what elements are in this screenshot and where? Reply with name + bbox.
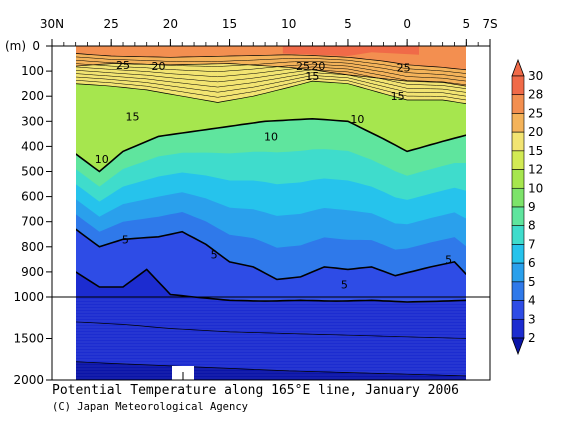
contour-minor [76,56,466,74]
x-tick-label: 5 [344,17,352,31]
contour-minor [76,72,466,93]
colorbar-bottom-arrow [511,337,525,356]
x-tick-label: 0 [403,17,411,31]
colorbar-label: 20 [528,125,543,139]
x-tick-label: 15 [222,17,237,31]
contour-label: 15 [305,70,319,83]
colorbar-segment [511,225,525,245]
y-tick-label: 400 [21,139,44,153]
contour-minor [76,66,466,86]
contour-minor [76,78,466,101]
contour-minor [76,59,466,78]
x-tick-label: 10 [281,17,296,31]
contour-label: 5 [445,253,452,266]
temperature-bands [76,46,466,380]
band-warmest [282,46,419,57]
colorbar-segment [511,262,525,283]
y-unit-label: (m) [5,39,26,53]
contour-25 [76,53,466,71]
contour-label: 20 [152,60,166,73]
contour-label: 5 [211,248,218,261]
colorbar-segment [511,281,525,301]
contour-label: 10 [95,153,109,166]
colorbar-label: 10 [528,181,543,195]
colorbar-segment [511,244,525,264]
contour-4 [76,268,466,303]
y-tick-label: 700 [21,215,44,229]
band-mid-4 [76,212,466,280]
contour-label: 5 [341,278,348,291]
contour-lines [76,53,466,377]
colorbar-label: 3 [528,312,536,326]
contour-minor [76,63,466,82]
y-tick-label: 500 [21,165,44,179]
x-tick-label: 5 [463,17,471,31]
colorbar-label: 9 [528,200,536,214]
colorbar-segment [511,131,525,152]
y-tick-label: 200 [21,89,44,103]
colorbar-label: 12 [528,163,543,177]
y-tick-label: 1500 [13,332,44,346]
colorbar-label: 4 [528,294,536,308]
contour-minor [76,69,466,89]
x-axis: 30N 25 20 15 10 5 0 5 7S [40,17,498,46]
contour-label: 25 [116,59,130,72]
x-tick-label: 25 [104,17,119,31]
y-tick-label: 100 [21,64,44,78]
colorbar-segment [511,169,525,189]
colorbar-label: 15 [528,144,543,158]
y-tick-label: 2000 [13,373,44,387]
y-tick-label: 900 [21,265,44,279]
colorbar-label: 28 [528,88,543,102]
y-tick-label: 300 [21,114,44,128]
contour-label: 10 [264,130,278,143]
colorbar-segment [511,75,525,96]
deep-section-hatching [76,299,466,379]
colorbar: 30 28 25 20 15 12 10 9 8 7 6 5 4 3 2 [511,58,543,356]
contour-label: 15 [125,110,139,123]
y-axis: 100 200 300 400 500 600 700 800 900 1000 1500 2000 0 [13,39,52,387]
contour-5 [76,228,466,281]
colorbar-label: 30 [528,69,543,83]
colorbar-label: 5 [528,275,536,289]
contour-2 [76,361,466,377]
colorbar-top-arrow [511,58,525,77]
colorbar-segment [511,150,525,170]
y-tick-label: 1000 [13,290,44,304]
contour-label: 25 [296,60,310,73]
contour-3 [76,321,466,339]
x-tick-label: 20 [163,17,178,31]
contour-minor [76,75,466,97]
y-tick-label: 0 [32,39,40,53]
band-below-3 [76,321,466,380]
plot-frame [51,45,491,381]
contour-label: 20 [311,60,325,73]
x-tick-label: 30N [40,17,64,31]
colorbar-label: 2 [528,331,536,345]
contour-label: 25 [397,61,411,74]
colorbar-segment [511,113,525,133]
contour-10 [76,117,466,173]
credit-line: (C) Japan Meteorological Agency [52,401,248,413]
colorbar-segment [511,206,525,227]
colorbar-segment [511,187,525,208]
contour-20 [76,63,466,87]
colorbar-segment [511,300,525,320]
x-tick-label: 7S [482,17,497,31]
colorbar-segment [511,318,525,339]
contour-15 [76,80,466,105]
contour-label: 10 [350,113,364,126]
colorbar-label: 8 [528,219,536,233]
colorbar-label: 25 [528,106,543,120]
chart-title: Potential Temperature along 165°E line, … [52,383,459,398]
colorbar-segment [511,94,525,114]
y-tick-label: 800 [21,240,44,254]
colorbar-label: 6 [528,256,536,270]
colorbar-label: 7 [528,237,536,251]
contour-label: 5 [122,233,129,246]
y-tick-label: 600 [21,190,44,204]
contour-label: 15 [391,90,405,103]
